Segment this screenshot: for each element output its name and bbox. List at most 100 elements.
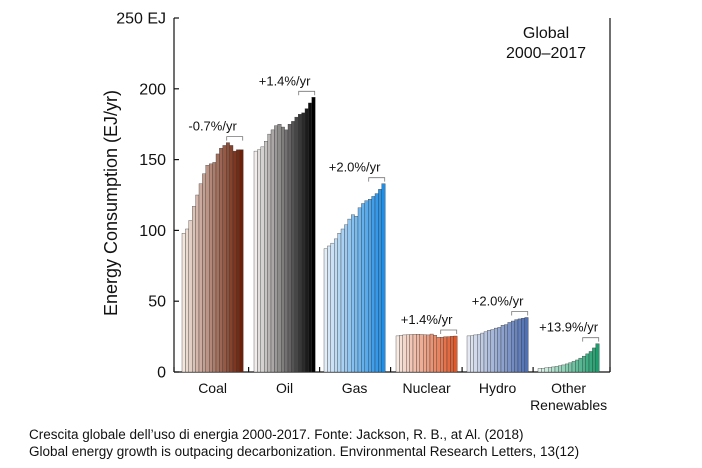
growth-bracket <box>368 177 386 182</box>
bar-nuclear <box>416 334 420 373</box>
bar-coal <box>226 142 230 373</box>
growth-bracket <box>582 337 600 342</box>
chart-labels: Energy Consumption (EJ/yr) Global 2000–201… <box>101 25 607 413</box>
category-label: Nuclear <box>402 380 451 396</box>
bar-gas <box>334 238 338 373</box>
bar-nuclear <box>440 336 444 373</box>
bar-hydro <box>490 329 495 373</box>
bar-hydro <box>483 331 488 373</box>
bar-other-renewables <box>565 363 569 373</box>
bar-hydro <box>517 318 522 373</box>
bar-oil <box>277 124 282 373</box>
bar-nuclear <box>423 334 427 373</box>
bar-other-renewables <box>592 347 596 373</box>
bar-gas <box>337 233 342 373</box>
bar-nuclear <box>402 334 407 373</box>
bar-oil <box>264 141 268 373</box>
bar-gas <box>354 216 359 373</box>
bar-gas <box>357 207 362 373</box>
bar-hydro <box>514 319 519 373</box>
figure-caption-line-1: Crescita globale dell’uso di energia 200… <box>29 427 524 442</box>
bar-other-renewables <box>554 366 559 373</box>
bar-gas <box>344 224 348 373</box>
growth-bracket <box>298 90 316 96</box>
bar-oil <box>294 116 299 373</box>
bar-coal <box>219 148 223 373</box>
bar-nuclear <box>409 334 414 373</box>
category-label: Gas <box>342 380 368 396</box>
bar-nuclear <box>406 334 410 373</box>
corner-title-line: 2000–2017 <box>506 45 586 62</box>
bar-oil <box>287 124 292 373</box>
bar-coal <box>205 165 210 373</box>
bar-nuclear <box>429 333 434 373</box>
category-label: Hydro <box>479 380 517 396</box>
bar-oil <box>284 129 289 373</box>
bar-coal <box>232 150 237 373</box>
bar-other-renewables <box>578 357 583 373</box>
figure-caption-line-2: Global energy growth is outpacing decarb… <box>29 444 580 459</box>
bar-nuclear <box>395 335 400 373</box>
bar-other-renewables <box>571 361 576 373</box>
bar-nuclear <box>426 334 431 373</box>
bar-oil <box>281 126 285 373</box>
bar-gas <box>368 199 372 373</box>
bar-oil <box>253 150 258 373</box>
y-tick-label: 100 <box>139 223 166 240</box>
bar-oil <box>274 125 278 373</box>
growth-bracket <box>511 311 529 316</box>
bar-nuclear <box>433 335 437 373</box>
bar-coal <box>181 233 186 373</box>
bar-nuclear <box>453 335 458 373</box>
growth-rate-label: -0.7%/yr <box>188 119 237 134</box>
bar-other-renewables <box>558 365 562 373</box>
bar-oil <box>260 146 265 373</box>
energy-consumption-chart: 0 50 100 150 200 250 EJ Energy Consumption (E… <box>101 11 611 413</box>
y-tick-label: 0 <box>157 365 166 382</box>
bar-hydro <box>524 317 529 373</box>
bar-oil <box>270 129 275 373</box>
bar-hydro <box>504 324 508 373</box>
bar-other-renewables <box>595 343 600 373</box>
bar-coal <box>198 183 203 373</box>
bar-coal <box>222 145 227 373</box>
bar-gas <box>330 242 335 373</box>
bar-oil <box>304 108 309 373</box>
bar-oil <box>298 114 302 373</box>
bar-other-renewables <box>568 362 573 373</box>
bar-other-renewables <box>537 368 542 373</box>
bar-other-renewables <box>561 364 566 373</box>
bar-other-renewables <box>551 366 556 373</box>
chart-bars <box>181 97 600 373</box>
bar-gas <box>361 203 365 373</box>
bar-gas <box>378 189 382 373</box>
y-tick-label: 250 EJ <box>116 11 166 28</box>
bar-hydro <box>466 335 471 373</box>
bar-nuclear <box>446 336 451 373</box>
corner-title-line: Global <box>523 25 569 42</box>
bar-other-renewables <box>548 367 552 373</box>
bar-other-renewables <box>588 351 593 373</box>
growth-rate-label: +2.0%/yr <box>472 293 524 308</box>
bar-oil <box>267 133 272 373</box>
bar-other-renewables <box>582 355 586 373</box>
y-tick-label: 50 <box>148 294 166 311</box>
bar-nuclear <box>443 336 448 373</box>
growth-bracket <box>226 136 244 141</box>
bar-hydro <box>500 325 505 373</box>
category-label: Oil <box>276 380 293 396</box>
growth-rate-label: +1.4%/yr <box>259 73 311 88</box>
bar-oil <box>308 102 312 373</box>
bar-gas <box>347 218 352 373</box>
y-tick-label: 150 <box>139 152 166 169</box>
bar-coal <box>192 206 196 373</box>
growth-rate-label: +13.9%/yr <box>539 320 599 335</box>
bar-gas <box>374 193 379 373</box>
bar-other-renewables <box>541 368 545 373</box>
bar-hydro <box>487 330 491 373</box>
bar-coal <box>229 145 234 373</box>
bar-gas <box>381 183 386 373</box>
y-tick-label: 200 <box>139 81 166 98</box>
bar-oil <box>257 149 261 373</box>
bar-hydro <box>470 335 474 373</box>
